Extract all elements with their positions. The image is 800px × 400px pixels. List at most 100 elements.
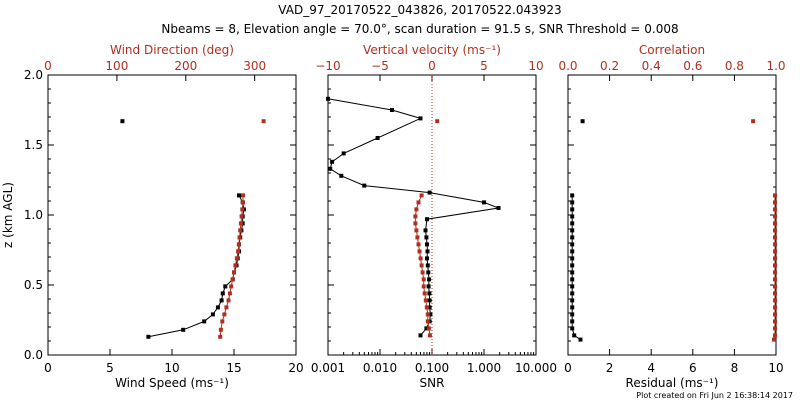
wind-top-tick-label: 300 [243,59,266,73]
wind-y-tick-label: 2.0 [24,68,43,82]
resid-series-1-point [580,119,585,124]
resid-series-0-point [578,337,583,342]
wind-series-0-point [181,327,186,332]
vv-series-0-point [425,217,429,222]
vv-series-0-point [341,151,346,156]
wind-series-0-point [219,298,224,303]
wind-series-2-point [222,312,227,317]
wind-series-2-point [224,305,229,310]
wind-bottom-tick-label: 15 [226,361,241,375]
resid-bottom-axis-label: Residual (ms⁻¹) [626,376,719,390]
wind-bottom-tick-label: 10 [164,361,179,375]
resid-bottom-tick-label: 6 [689,361,697,375]
vv-series-0-point [496,206,501,210]
resid-series-0-point [570,319,575,324]
vv-series-0-point [427,190,432,195]
resid-top-tick-label: 0.4 [642,59,661,73]
resid-top-tick-label: 0.0 [558,59,577,73]
resid-series-0-point [570,291,575,296]
resid-series-0-point [570,305,575,310]
resid-series-0-point [570,326,575,331]
resid-series-0-point [570,228,575,233]
vv-series-0-point [328,166,333,171]
vv-series-1-point [422,291,427,296]
resid-series-2-point [773,207,777,212]
resid-series-2-point [773,256,777,261]
wind-y-axis-label: z (km AGL) [1,182,15,248]
vv-bottom-tick-label: 1.000 [467,361,501,375]
vv-series-0-point [330,159,335,164]
vv-top-tick-label: 0 [428,59,436,73]
resid-series-0-point [570,200,575,205]
resid-series-0-point [570,277,575,282]
wind-series-2-point [241,193,245,198]
resid-series-2-point [773,228,777,233]
vv-series-0-point [427,305,432,310]
vv-series-1-point [425,319,430,324]
wind-panel: 0 5 10 15 20 Wind Speed (ms⁻¹) 0 100 200 300 Wind … [1,43,304,390]
figure-title-line1: VAD_97_20170522_043826, 20170522.043923 [278,3,561,17]
resid-series-0-point [570,298,575,303]
vv-series-1-point [424,305,429,310]
resid-series-3-point [751,119,756,124]
vv-series-1-point [423,298,428,303]
vv-series-0-point [326,96,330,101]
vv-series-0-point [424,235,429,240]
resid-series-2-point [773,319,777,324]
vv-series-0-point [428,312,433,317]
vv-series-1-point [427,333,432,338]
wind-series-2-point [227,291,232,296]
wind-series-2-point [220,319,225,324]
vv-series-0-point [427,291,432,296]
wind-series-0-point [223,284,228,289]
residual-panel: 0 2 4 6 8 10 Residual (ms⁻¹) 0.0 0.2 0.4 0.6 0.8 1.0… [558,43,785,390]
vv-series-1-point [415,235,420,240]
vv-series-0-point [425,256,429,261]
vv-series-0-point [418,333,423,338]
wind-series-2-point [218,327,223,332]
wind-series-2-point [236,242,241,247]
resid-top-tick-label: 0.6 [683,59,702,73]
resid-series-0-point [570,284,575,289]
wind-series-0-point [215,305,220,310]
wind-series-2-point [239,214,244,219]
plot-created-footer: Plot created on Fri Jun 2 16:38:14 2017 [636,391,793,400]
vv-series-0-point [375,136,380,140]
vv-series-1-point [419,263,424,268]
wind-y-tick-label: 0.5 [24,278,43,292]
resid-series-0-point [572,333,577,338]
vv-series-0-point [339,173,344,178]
vv-series-1-point [420,270,425,275]
wind-series-2-point [240,207,245,212]
vv-series-1-point [417,249,422,254]
wind-series-0-point [146,334,151,339]
resid-series-0-point [570,193,575,198]
wind-bottom-axis-label: Wind Speed (ms⁻¹) [115,376,229,390]
wind-y-tick-label: 0.0 [24,348,43,362]
wind-series-0-point [237,193,241,198]
wind-series-2-point [229,284,234,289]
wind-series-2-point [237,235,242,240]
vv-series-1-point [416,200,421,205]
resid-series-0-point [570,312,575,317]
wind-series-2-point [232,270,236,275]
vv-series-0-point [418,116,423,121]
vv-bottom-tick-label: 0.001 [311,361,345,375]
resid-series-2-point [773,298,777,303]
wind-series-0-point [220,291,225,296]
resid-bottom-tick-label: 4 [647,361,655,375]
vv-series-0-point [482,200,486,205]
vv-series-1-point [421,284,426,289]
resid-bottom-tick-label: 0 [564,361,572,375]
vv-series-1-point [419,193,424,198]
resid-series-2-point [773,263,777,268]
resid-series-2-point [773,291,777,296]
wind-series-0-point [202,319,207,324]
vv-series-0-point [426,270,431,275]
vv-series-0-point [427,277,432,282]
resid-series-0-point [570,214,575,219]
resid-top-tick-label: 0.8 [725,59,744,73]
resid-series-2-point [773,214,777,219]
resid-bottom-tick-label: 2 [606,361,614,375]
